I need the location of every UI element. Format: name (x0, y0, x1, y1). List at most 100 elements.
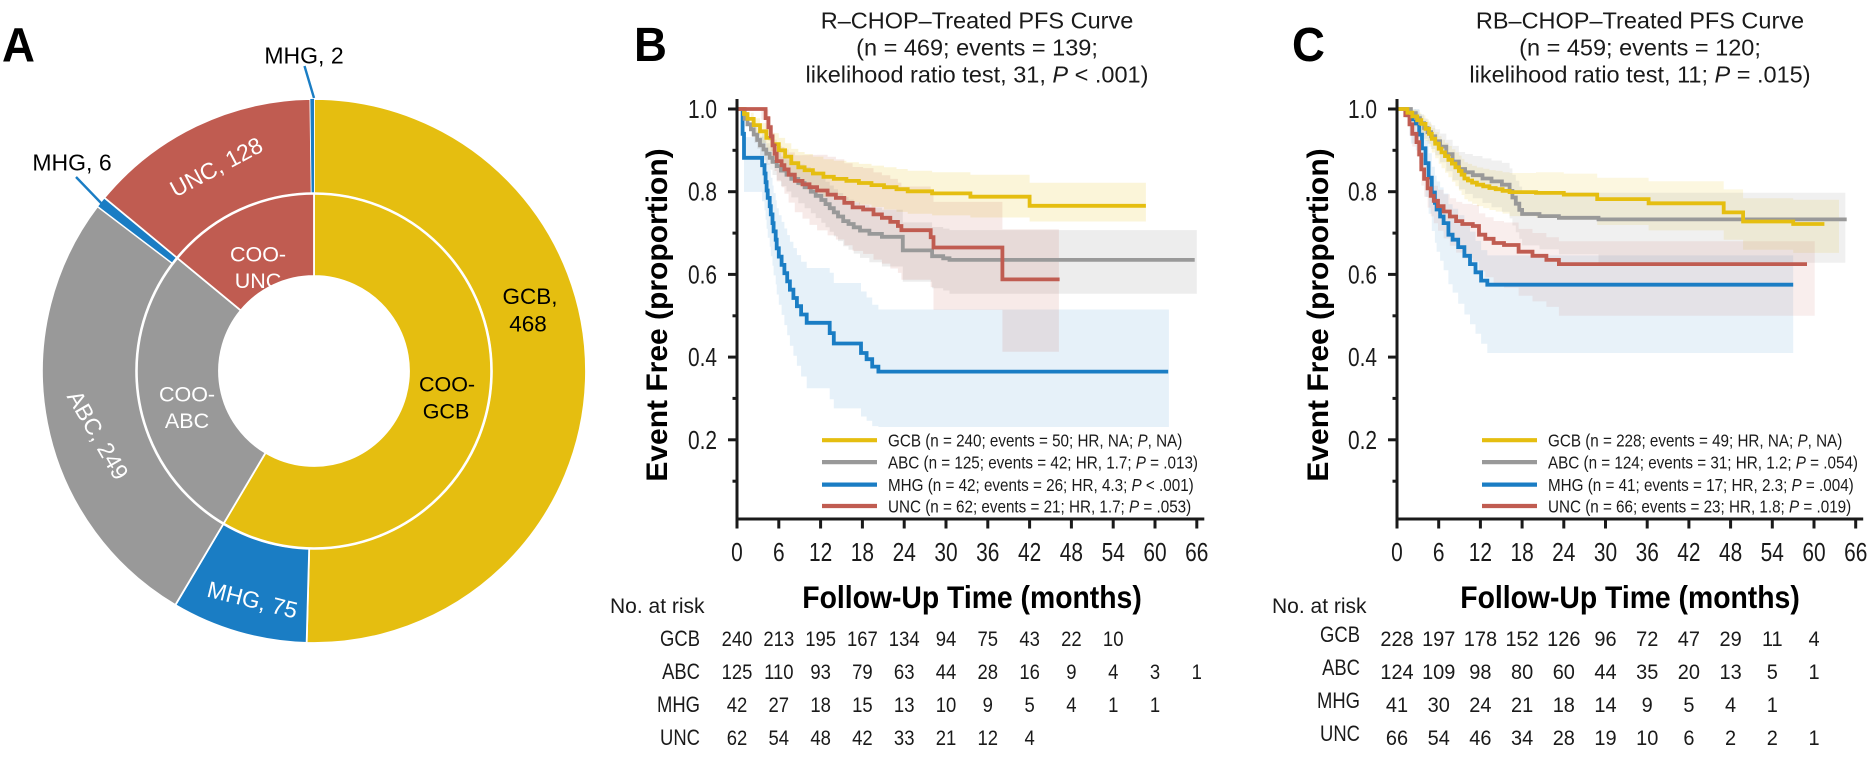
svg-text:46: 46 (1469, 727, 1491, 751)
svg-text:UNC: UNC (660, 725, 700, 750)
svg-text:28: 28 (1553, 727, 1575, 751)
svg-text:48: 48 (1719, 538, 1742, 566)
svg-text:134: 134 (889, 628, 920, 651)
svg-text:60: 60 (1802, 538, 1825, 566)
svg-text:42: 42 (727, 694, 748, 717)
svg-text:93: 93 (810, 661, 831, 684)
svg-text:80: 80 (1511, 661, 1533, 685)
svg-text:44: 44 (1594, 661, 1616, 685)
svg-text:(n = 459; events = 120;: (n = 459; events = 120; (1519, 35, 1761, 61)
svg-text:1: 1 (1808, 727, 1819, 751)
svg-text:ABC (n = 125; events = 42; HR,: ABC (n = 125; events = 42; HR, 1.7; P = … (888, 453, 1198, 472)
svg-text:10: 10 (936, 694, 957, 717)
svg-text:167: 167 (847, 628, 878, 651)
svg-text:No. at risk: No. at risk (1272, 595, 1367, 618)
svg-text:42: 42 (852, 727, 873, 750)
svg-text:240: 240 (722, 628, 753, 651)
svg-text:UNC: UNC (1320, 721, 1360, 746)
svg-text:18: 18 (851, 538, 874, 566)
svg-text:Follow-Up Time (months): Follow-Up Time (months) (802, 581, 1142, 616)
svg-text:1: 1 (1192, 661, 1202, 684)
svg-text:11: 11 (1762, 628, 1783, 652)
svg-text:19: 19 (1594, 727, 1616, 751)
svg-text:213: 213 (763, 628, 794, 651)
svg-text:6: 6 (1683, 727, 1694, 751)
svg-text:MHG, 6: MHG, 6 (32, 150, 111, 176)
svg-text:228: 228 (1380, 628, 1413, 652)
svg-text:4: 4 (1066, 694, 1076, 717)
svg-text:GCB (n = 240; events = 50; HR,: GCB (n = 240; events = 50; HR, NA; P, NA… (888, 432, 1182, 451)
svg-text:24: 24 (1469, 694, 1491, 718)
svg-text:4: 4 (1108, 661, 1118, 684)
svg-text:GCB (n = 228; events = 49; HR,: GCB (n = 228; events = 49; HR, NA; P, NA… (1548, 432, 1842, 451)
svg-text:14: 14 (1594, 694, 1616, 718)
svg-text:27: 27 (769, 694, 790, 717)
svg-text:3: 3 (1150, 661, 1160, 684)
svg-text:0.8: 0.8 (1348, 178, 1377, 206)
svg-text:2: 2 (1725, 727, 1736, 751)
svg-text:24: 24 (1552, 538, 1575, 566)
svg-text:A: A (2, 18, 35, 71)
svg-text:0.6: 0.6 (1348, 260, 1377, 288)
svg-text:12: 12 (1469, 538, 1492, 566)
svg-text:79: 79 (852, 661, 873, 684)
svg-text:98: 98 (1469, 661, 1491, 685)
svg-text:5: 5 (1767, 661, 1778, 685)
svg-text:36: 36 (976, 538, 999, 566)
svg-text:0.6: 0.6 (688, 260, 717, 288)
svg-text:ABC: ABC (165, 409, 209, 433)
svg-text:RB–CHOP–Treated PFS Curve: RB–CHOP–Treated PFS Curve (1476, 8, 1804, 34)
svg-text:4: 4 (1808, 628, 1819, 652)
svg-text:GCB: GCB (1320, 622, 1360, 647)
svg-text:124: 124 (1380, 661, 1413, 685)
svg-text:6: 6 (1433, 538, 1445, 566)
svg-text:MHG (n = 41; events = 17; HR,: MHG (n = 41; events = 17; HR, 2.3; P = .… (1548, 476, 1854, 495)
svg-text:Event Free (proportion): Event Free (proportion) (641, 148, 674, 481)
svg-text:35: 35 (1636, 661, 1658, 685)
svg-text:1.0: 1.0 (1348, 95, 1377, 123)
svg-text:10: 10 (1636, 727, 1658, 751)
svg-text:66: 66 (1386, 727, 1408, 751)
svg-text:GCB,: GCB, (502, 284, 557, 309)
svg-text:9: 9 (1642, 694, 1653, 718)
svg-text:54: 54 (1428, 727, 1450, 751)
svg-text:94: 94 (936, 628, 957, 651)
svg-text:0.2: 0.2 (1348, 426, 1377, 454)
svg-text:21: 21 (936, 727, 957, 750)
svg-text:47: 47 (1678, 628, 1700, 652)
svg-text:16: 16 (1019, 661, 1040, 684)
svg-text:28: 28 (978, 661, 999, 684)
svg-text:C: C (1292, 18, 1325, 71)
svg-text:54: 54 (1761, 538, 1784, 566)
svg-text:60: 60 (1143, 538, 1166, 566)
svg-text:29: 29 (1720, 628, 1742, 652)
svg-text:0.8: 0.8 (688, 178, 717, 206)
svg-text:15: 15 (852, 694, 873, 717)
svg-text:1: 1 (1108, 694, 1118, 717)
svg-text:60: 60 (1553, 661, 1575, 685)
svg-text:4: 4 (1725, 694, 1736, 718)
svg-text:22: 22 (1061, 628, 1082, 651)
svg-text:4: 4 (1024, 727, 1034, 750)
svg-text:No. at risk: No. at risk (610, 595, 705, 618)
svg-text:33: 33 (894, 727, 915, 750)
svg-text:0.4: 0.4 (688, 343, 717, 371)
svg-text:UNC: UNC (235, 269, 282, 293)
svg-text:13: 13 (894, 694, 915, 717)
svg-text:likelihood ratio test, 11; P =: likelihood ratio test, 11; P = .015) (1469, 62, 1810, 88)
svg-text:10: 10 (1103, 628, 1124, 651)
svg-text:1.0: 1.0 (688, 95, 717, 123)
svg-text:R–CHOP–Treated PFS Curve: R–CHOP–Treated PFS Curve (821, 8, 1134, 34)
svg-text:1: 1 (1808, 661, 1819, 685)
svg-text:9: 9 (983, 694, 993, 717)
svg-text:MHG: MHG (657, 692, 700, 717)
svg-text:468: 468 (509, 312, 547, 337)
svg-text:2: 2 (1767, 727, 1778, 751)
svg-text:5: 5 (1024, 694, 1034, 717)
svg-text:6: 6 (773, 538, 785, 566)
svg-text:42: 42 (1018, 538, 1041, 566)
svg-text:0: 0 (731, 538, 743, 566)
svg-text:MHG (n = 42; events = 26; HR,: MHG (n = 42; events = 26; HR, 4.3; P < .… (888, 476, 1194, 495)
svg-text:1: 1 (1150, 694, 1160, 717)
svg-text:GCB: GCB (660, 626, 700, 651)
